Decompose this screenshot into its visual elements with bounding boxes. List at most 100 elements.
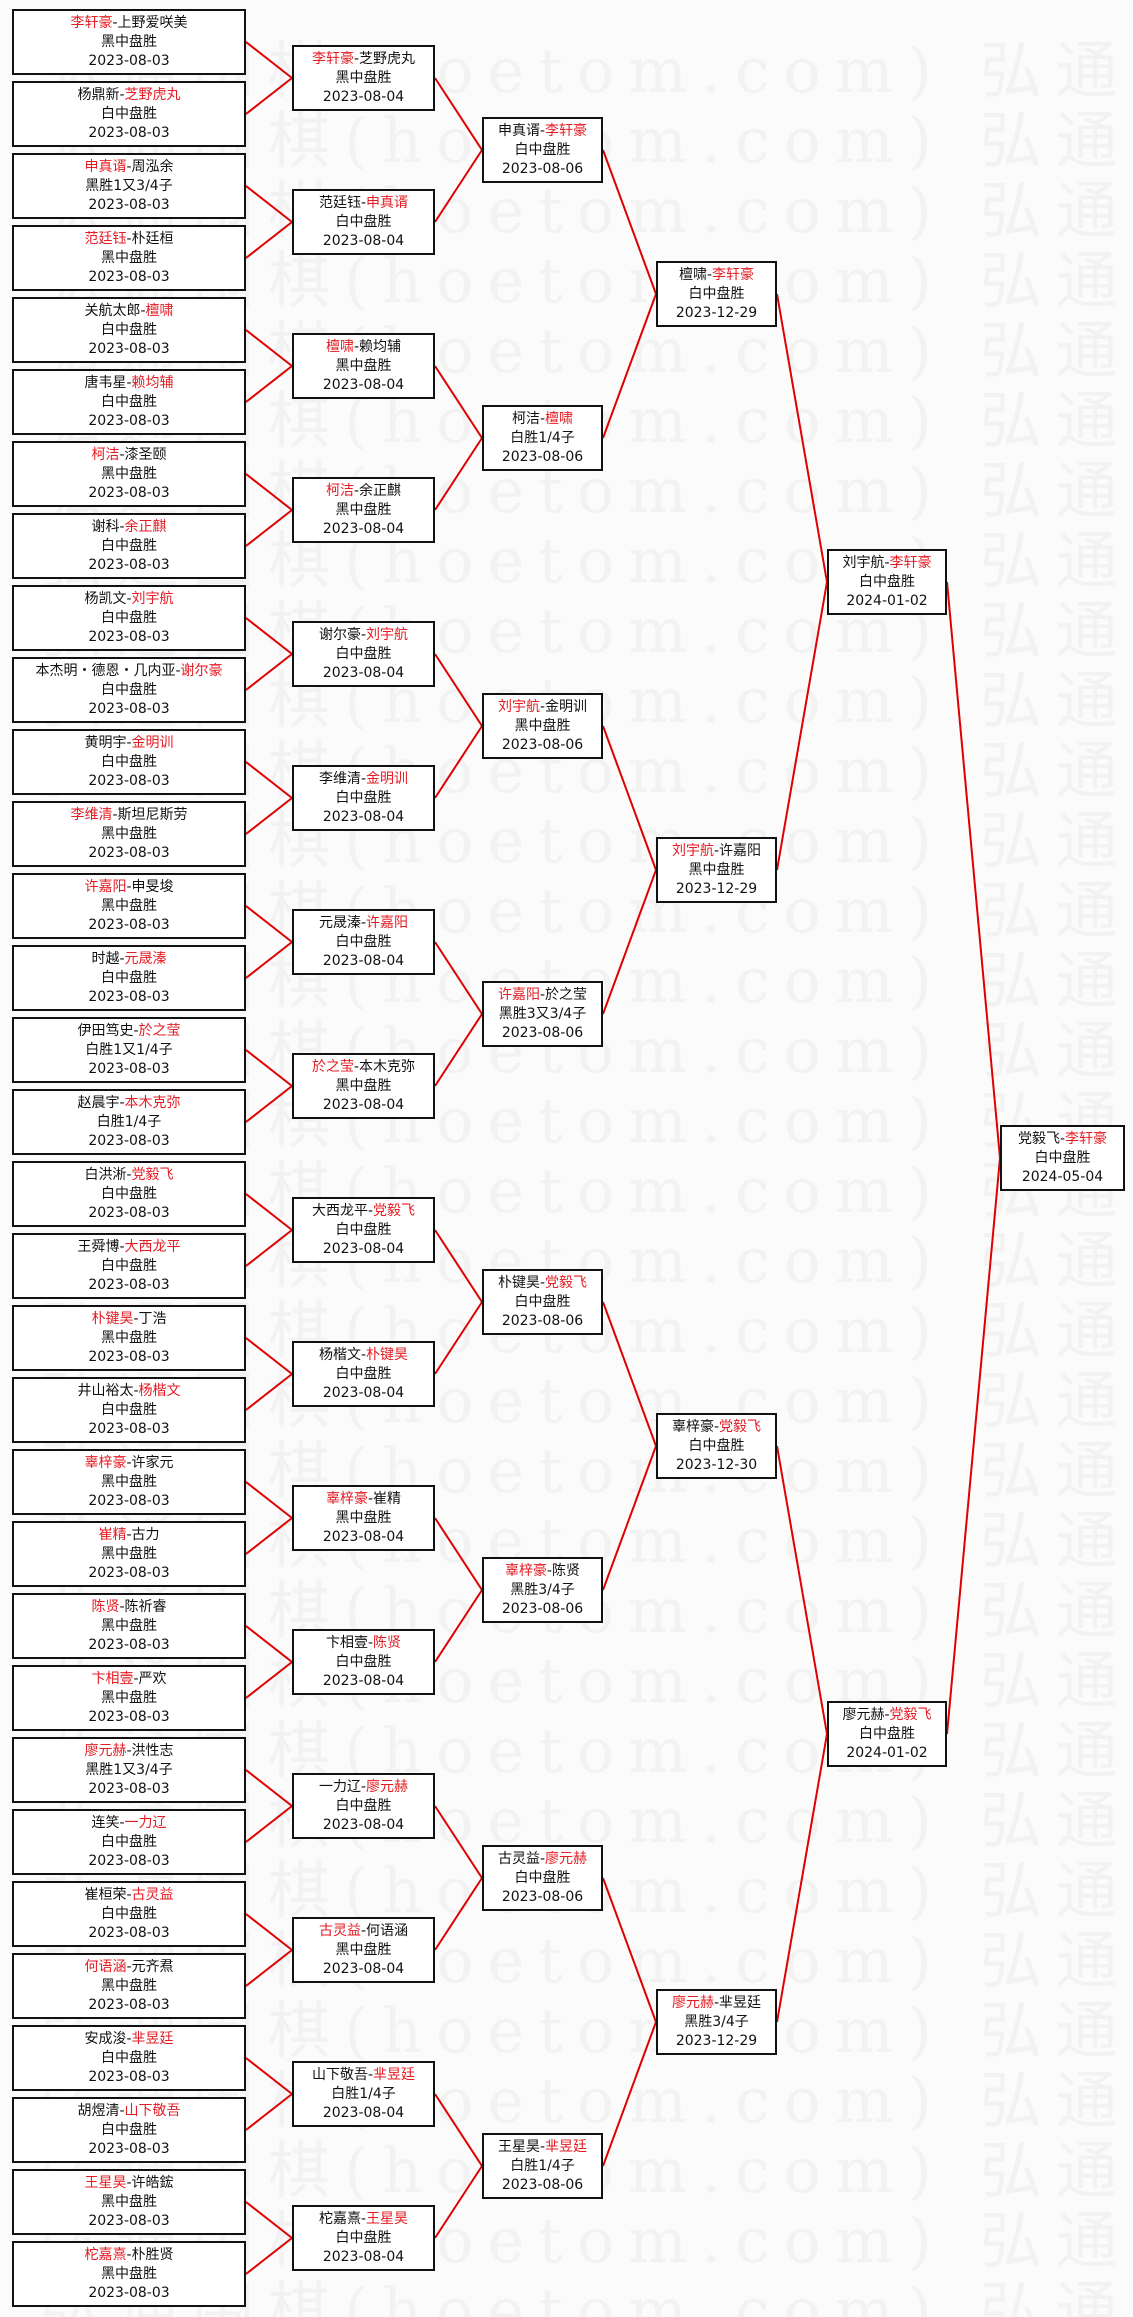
match-players: 杨凯文-刘宇航 [14,590,244,609]
match-box[interactable]: 党毅飞-李轩豪 白中盘胜 2024-05-04 [1000,1125,1125,1191]
match-box[interactable]: 申真谞-周泓余 黑胜1又3/4子 2023-08-03 [12,153,246,219]
match-date: 2023-08-04 [322,1817,405,1833]
match-box[interactable]: 李维清-斯坦尼斯劳 黑中盘胜 2023-08-03 [12,801,246,867]
match-box[interactable]: 伊田笃史-於之莹 白胜1又1/4子 2023-08-03 [12,1017,246,1083]
match-box[interactable]: 唐韦星-赖均辅 白中盘胜 2023-08-03 [12,369,246,435]
match-box[interactable]: 廖元赫-洪性志 黑胜1又3/4子 2023-08-03 [12,1737,246,1803]
match-box[interactable]: 朴键昊-丁浩 黑中盘胜 2023-08-03 [12,1305,246,1371]
match-box[interactable]: 柯洁-漆圣颐 黑中盘胜 2023-08-03 [12,441,246,507]
match-box[interactable]: 辜梓豪-许家元 黑中盘胜 2023-08-03 [12,1449,246,1515]
match-box[interactable]: 朴键昊-党毅飞 白中盘胜 2023-08-06 [482,1269,603,1335]
match-box[interactable]: 柯洁-檀啸 白胜1/4子 2023-08-06 [482,405,603,471]
player-white: 何语涵 [366,1923,409,1939]
match-box[interactable]: 范廷钰-朴廷桓 黑中盘胜 2023-08-03 [12,225,246,291]
separator: - [360,1347,367,1363]
separator: - [539,2139,546,2155]
connector-line [245,2201,293,2239]
match-result: 白中盘胜 [335,1654,392,1670]
match-box[interactable]: 柯洁-余正麒 黑中盘胜 2023-08-04 [292,477,435,543]
match-players: 杨鼎新-芝野虎丸 [14,86,244,105]
separator: - [133,1311,139,1327]
match-result: 黑中盘胜 [101,1546,157,1562]
match-box[interactable]: 李维清-金明训 白中盘胜 2023-08-04 [292,765,435,831]
match-date: 2023-08-03 [88,1853,170,1869]
match-box[interactable]: 杨鼎新-芝野虎丸 白中盘胜 2023-08-03 [12,81,246,147]
match-box[interactable]: 卞相壹-陈贤 白中盘胜 2023-08-04 [292,1629,435,1695]
match-date: 2023-08-06 [501,1025,584,1041]
match-box[interactable]: 井山裕太-杨楷文 白中盘胜 2023-08-03 [12,1377,246,1443]
match-box[interactable]: 檀啸-赖均辅 黑中盘胜 2023-08-04 [292,333,435,399]
match-box[interactable]: 辜梓豪-崔精 黑中盘胜 2023-08-04 [292,1485,435,1551]
player-black: 本杰明・德恩・几内亚 [35,663,176,679]
match-box[interactable]: 辜梓豪-陈贤 黑胜3/4子 2023-08-06 [482,1557,603,1623]
player-black: 崔精 [98,1527,127,1543]
match-box[interactable]: 柁嘉熹-王星昊 白中盘胜 2023-08-04 [292,2205,435,2271]
match-box[interactable]: 卞相壹-严欢 黑中盘胜 2023-08-03 [12,1665,246,1731]
match-box[interactable]: 许嘉阳-申旻埈 黑中盘胜 2023-08-03 [12,873,246,939]
match-box[interactable]: 杨凯文-刘宇航 白中盘胜 2023-08-03 [12,585,246,651]
connector-line [434,1517,483,1591]
match-date: 2023-08-03 [88,125,170,141]
connector-line [245,1481,293,1519]
match-box[interactable]: 刘宇航-金明训 黑中盘胜 2023-08-06 [482,693,603,759]
match-box[interactable]: 李轩豪-上野爱咲美 黑中盘胜 2023-08-03 [12,9,246,75]
match-box[interactable]: 关航太郎-檀啸 白中盘胜 2023-08-03 [12,297,246,363]
match-result: 白中盘胜 [101,322,157,338]
match-result: 黑中盘胜 [101,1978,157,1994]
match-box[interactable]: 王星昊-芈昱廷 白胜1/4子 2023-08-06 [482,2133,603,2199]
match-box[interactable]: 刘宇航-李轩豪 白中盘胜 2024-01-02 [827,549,947,615]
match-box[interactable]: 许嘉阳-於之莹 黑胜3又3/4子 2023-08-06 [482,981,603,1047]
separator: - [126,2175,132,2191]
connector-line [245,2237,293,2275]
match-box[interactable]: 谢尔豪-刘宇航 白中盘胜 2023-08-04 [292,621,435,687]
match-box[interactable]: 时越-元晟溱 白中盘胜 2023-08-03 [12,945,246,1011]
player-black: 檀啸 [678,267,707,283]
match-box[interactable]: 赵晨宇-本木克弥 白胜1/4子 2023-08-03 [12,1089,246,1155]
match-box[interactable]: 王舜博-大西龙平 白中盘胜 2023-08-03 [12,1233,246,1299]
match-box[interactable]: 黄明宇-金明训 白中盘胜 2023-08-03 [12,729,246,795]
connector-line [434,1877,483,1951]
match-box[interactable]: 古灵益-何语涵 黑中盘胜 2023-08-04 [292,1917,435,1983]
match-box[interactable]: 胡煜清-山下敬吾 白中盘胜 2023-08-03 [12,2097,246,2163]
player-black: 王星昊 [497,2139,540,2155]
match-box[interactable]: 崔桓荣-古灵益 白中盘胜 2023-08-03 [12,1881,246,1947]
match-box[interactable]: 杨楷文-朴键昊 白中盘胜 2023-08-04 [292,1341,435,1407]
match-box[interactable]: 刘宇航-许嘉阳 黑中盘胜 2023-12-29 [656,837,777,903]
match-box[interactable]: 安成浚-芈昱廷 白中盘胜 2023-08-03 [12,2025,246,2091]
match-box[interactable]: 何语涵-元齐焄 黑中盘胜 2023-08-03 [12,1953,246,2019]
match-box[interactable]: 连笑-一力辽 白中盘胜 2023-08-03 [12,1809,246,1875]
match-box[interactable]: 辜梓豪-党毅飞 白中盘胜 2023-12-30 [656,1413,777,1479]
match-result: 白中盘胜 [335,1366,392,1382]
connector-line [245,1193,293,1231]
separator: - [119,519,125,535]
match-box[interactable]: 廖元赫-党毅飞 白中盘胜 2024-01-02 [827,1701,947,1767]
connector-line [245,1949,293,1987]
match-date: 2023-08-03 [88,1133,170,1149]
match-box[interactable]: 一力辽-廖元赫 白中盘胜 2023-08-04 [292,1773,435,1839]
match-box[interactable]: 王星昊-许皓鋐 黑中盘胜 2023-08-03 [12,2169,246,2235]
player-white: 陈贤 [373,1635,402,1651]
match-box[interactable]: 申真谞-李轩豪 白中盘胜 2023-08-06 [482,117,603,183]
match-box[interactable]: 大西龙平-党毅飞 白中盘胜 2023-08-04 [292,1197,435,1263]
connector-line [245,1517,293,1555]
player-white: 山下敬吾 [124,2103,181,2119]
match-box[interactable]: 柁嘉熹-朴胜贤 黑中盘胜 2023-08-03 [12,2241,246,2307]
match-box[interactable]: 白洪淅-党毅飞 白中盘胜 2023-08-03 [12,1161,246,1227]
match-box[interactable]: 本杰明・德恩・几内亚-谢尔豪 白中盘胜 2023-08-03 [12,657,246,723]
match-box[interactable]: 范廷钰-申真谞 白中盘胜 2023-08-04 [292,189,435,255]
match-box[interactable]: 山下敬吾-芈昱廷 白胜1/4子 2023-08-04 [292,2061,435,2127]
player-black: 李维清 [318,771,361,787]
match-box[interactable]: 檀啸-李轩豪 白中盘胜 2023-12-29 [656,261,777,327]
match-box[interactable]: 廖元赫-芈昱廷 黑胜3/4子 2023-12-29 [656,1989,777,2055]
match-box[interactable]: 陈贤-陈祈睿 黑中盘胜 2023-08-03 [12,1593,246,1659]
match-box[interactable]: 於之莹-本木克弥 黑中盘胜 2023-08-04 [292,1053,435,1119]
player-black: 元晟溱 [318,915,361,931]
match-box[interactable]: 谢科-余正麒 白中盘胜 2023-08-03 [12,513,246,579]
match-box[interactable]: 古灵益-廖元赫 白中盘胜 2023-08-06 [482,1845,603,1911]
player-white: 许皓鋐 [131,2175,174,2191]
match-box[interactable]: 元晟溱-许嘉阳 白中盘胜 2023-08-04 [292,909,435,975]
player-black: 赵晨宇 [77,1095,120,1111]
match-box[interactable]: 李轩豪-芝野虎丸 黑中盘胜 2023-08-04 [292,45,435,111]
match-players: 廖元赫-芈昱廷 [658,1994,775,2013]
match-box[interactable]: 崔精-古力 黑中盘胜 2023-08-03 [12,1521,246,1587]
